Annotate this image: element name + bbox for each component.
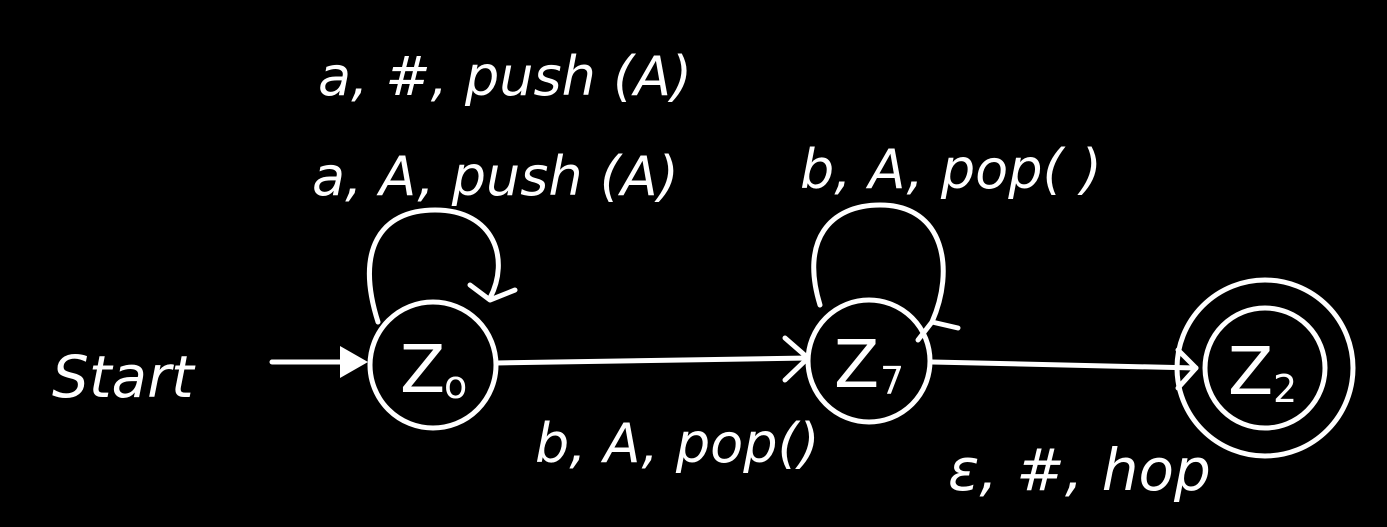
state-z1-label: Z (834, 326, 879, 403)
state-z0: Z o (367, 299, 499, 431)
state-z0-label: Z (400, 331, 445, 408)
z0-self-loop-arrow (367, 207, 518, 325)
z0-loop-label-1: a, #, push (A) (318, 45, 692, 108)
z1-to-z2-label: ε, #, hop (948, 436, 1211, 504)
z0-loop-label-2: a, A, push (A) (312, 145, 679, 208)
state-z1-subscript: 7 (880, 359, 904, 403)
z0-to-z1-label: b, A, pop() (535, 412, 820, 475)
state-z1: Z 7 (805, 297, 933, 425)
state-z2: Z 2 (1174, 277, 1356, 459)
state-z0-subscript: o (444, 363, 467, 407)
z1-to-z2-arrow (929, 347, 1199, 391)
start-arrow (269, 346, 368, 378)
state-z2-subscript: 2 (1273, 367, 1297, 411)
state-z2-label: Z (1228, 333, 1273, 410)
z0-to-z1-arrow (493, 335, 811, 383)
z1-self-loop-arrow (811, 202, 961, 343)
start-label: Start (52, 343, 196, 411)
z1-loop-label: b, A, pop( ) (800, 138, 1102, 201)
